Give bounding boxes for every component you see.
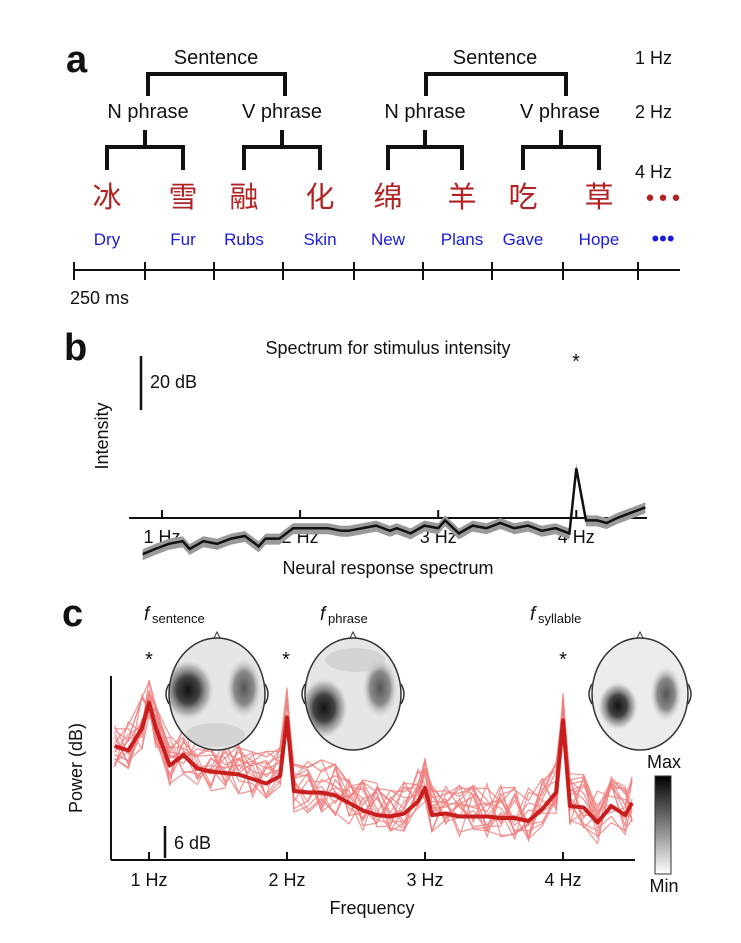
sentence-label-1: Sentence — [174, 47, 259, 69]
panel-b-label: b — [64, 327, 87, 369]
sentence-bracket-1 — [146, 72, 287, 96]
syllable-en-6: Gave — [503, 230, 544, 249]
colorbar-gradient — [654, 775, 672, 875]
syllable-en-7: Hope — [579, 230, 620, 249]
panel-c-tick-label-2: 2 Hz — [268, 870, 305, 890]
sentence-label-2: Sentence — [453, 47, 538, 69]
panel-b-peak-star: * — [572, 351, 580, 373]
syllable-cn-3: 化 — [305, 180, 334, 214]
panel-c-tick-label-4: 4 Hz — [544, 870, 581, 890]
panel-b-scale-label: 20 dB — [150, 372, 197, 392]
svg-text:f: f — [144, 604, 151, 625]
syllable-en-1: Fur — [170, 230, 196, 249]
panel-a: a Sentence Sentence N phrase V phrase N … — [66, 39, 682, 308]
vphrase-bracket-2 — [521, 130, 601, 170]
panel-b-spectrum-line — [142, 468, 646, 556]
nphrase-label-1: N phrase — [107, 101, 188, 123]
colorbar-max-label: Max — [647, 752, 681, 772]
topo-label-syllable: f syllable — [530, 604, 581, 626]
svg-text:sentence: sentence — [152, 611, 205, 626]
topomap-syllable — [588, 630, 692, 751]
syllable-en-0: Dry — [94, 230, 121, 249]
nphrase-bracket-2 — [386, 130, 464, 170]
syllable-en-5: Plans — [441, 230, 484, 249]
english-syllables: Dry Fur Rubs Skin New Plans Gave Hope — [94, 230, 620, 249]
svg-text:f: f — [530, 604, 537, 625]
peak-star-sentence: * — [145, 649, 153, 671]
individual-subject-line — [114, 687, 633, 833]
panel-c-tick-label-3: 3 Hz — [406, 870, 443, 890]
topo-label-phrase: f phrase — [320, 604, 368, 626]
panel-b: b Spectrum for stimulus intensity Intens… — [64, 327, 647, 578]
panel-c-ylabel: Power (dB) — [66, 723, 86, 813]
panel-a-label: a — [66, 39, 88, 81]
peak-star-syllable: * — [559, 649, 567, 671]
panel-b-xlabel: Neural response spectrum — [282, 558, 493, 578]
vphrase-label-1: V phrase — [242, 101, 322, 123]
ellipsis-chinese: ••• — [644, 187, 683, 212]
rate-label-2hz: 2 Hz — [635, 102, 672, 122]
svg-text:syllable: syllable — [538, 611, 581, 626]
syllable-cn-0: 冰 — [92, 180, 121, 214]
nphrase-label-2: N phrase — [384, 101, 465, 123]
nphrase-bracket-1 — [105, 130, 185, 170]
rate-label-1hz: 1 Hz — [635, 48, 672, 68]
vphrase-bracket-1 — [242, 130, 322, 170]
syllable-en-4: New — [371, 230, 406, 249]
sentence-bracket-2 — [424, 72, 568, 96]
syllable-en-2: Rubs — [224, 230, 264, 249]
vphrase-label-2: V phrase — [520, 101, 600, 123]
panel-c-tick-label-1: 1 Hz — [130, 870, 167, 890]
individual-subject-line — [114, 689, 633, 839]
time-scale-label: 250 ms — [70, 288, 129, 308]
syllable-cn-7: 草 — [584, 180, 613, 214]
topo-label-sentence: f sentence — [144, 604, 205, 626]
panel-c-xlabel: Frequency — [329, 898, 414, 918]
svg-text:f: f — [320, 604, 327, 625]
panel-b-error-band — [142, 463, 646, 561]
time-axis — [73, 262, 680, 280]
topomap-sentence — [165, 630, 269, 751]
panel-b-title: Spectrum for stimulus intensity — [265, 338, 510, 358]
panel-b-ylabel: Intensity — [92, 402, 112, 469]
colorbar-min-label: Min — [649, 876, 678, 896]
panel-c-mean-line — [113, 700, 634, 825]
peak-star-phrase: * — [282, 649, 290, 671]
syntax-tree — [105, 72, 601, 170]
svg-text:phrase: phrase — [328, 611, 368, 626]
panel-c: c f sentence f phrase f syllable * * * 1… — [62, 593, 692, 918]
panel-c-scale-label: 6 dB — [174, 833, 211, 853]
syllable-en-3: Skin — [303, 230, 336, 249]
topomap-phrase — [301, 630, 405, 751]
panel-c-label: c — [62, 593, 83, 635]
syllable-cn-2: 融 — [229, 180, 258, 214]
syllable-cn-1: 雪 — [168, 180, 197, 214]
rate-label-4hz: 4 Hz — [635, 162, 672, 182]
chinese-syllables: 冰 雪融 化 绵 羊吃 草 — [92, 180, 613, 214]
syllable-cn-6: 吃 — [508, 180, 537, 214]
colorbar: Max Min — [647, 752, 681, 896]
syllable-cn-4: 绵 — [373, 180, 402, 214]
ellipsis-english: ••• — [651, 226, 674, 251]
syllable-cn-5: 羊 — [447, 180, 476, 214]
panel-c-x-ticks: 1 Hz 2 Hz 3 Hz 4 Hz — [130, 852, 582, 890]
